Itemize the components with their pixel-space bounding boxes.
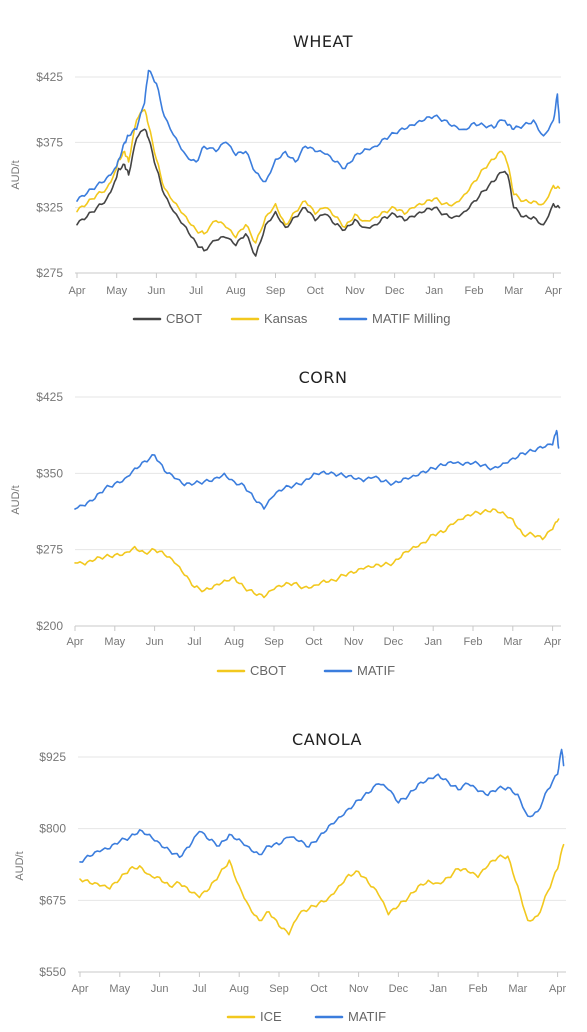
corn-x-tick-label: Jun [146, 636, 164, 648]
wheat-x-tick-label: Sep [266, 285, 286, 297]
canola-title: CANOLA [292, 730, 362, 749]
wheat-series-kansas [76, 108, 561, 244]
canola-x-tick-label: Jun [151, 983, 169, 995]
legend-label-ice: ICE [260, 1009, 282, 1024]
canola-legend: ICE MATIF [226, 1009, 386, 1024]
canola-chart: CANOLA $550 $675 $800 $925 AUD/t Apr May Jun Jul A… [14, 730, 566, 1024]
wheat-x-tick-label: Mar [504, 285, 523, 297]
canola-y-tick-label: $675 [39, 893, 66, 907]
canola-x-tick-label: Mar [508, 983, 527, 995]
corn-y-tick-label: $350 [36, 466, 63, 480]
corn-x-tick-label: Jan [424, 636, 442, 648]
corn-y-tick-label: $425 [36, 390, 63, 404]
corn-y-tick-label: $200 [36, 619, 63, 633]
canola-x-tick-label: Nov [349, 983, 369, 995]
legend-label-matif: MATIF [348, 1009, 386, 1024]
corn-y-axis-label: AUD/t [10, 485, 22, 514]
corn-x-tick-label: May [104, 636, 125, 648]
corn-series-matif [74, 429, 560, 510]
wheat-title: WHEAT [293, 32, 353, 51]
wheat-x-tick-label: May [106, 285, 127, 297]
canola-series-matif [79, 748, 565, 863]
wheat-x-tick-label: Oct [307, 285, 324, 297]
corn-x-tick-label: Apr [66, 636, 83, 648]
wheat-chart: WHEAT $275 $325 $375 $425 AUD/t Apr May Jun Jul Au… [10, 32, 562, 326]
wheat-series-cbot [76, 128, 561, 257]
canola-x-tick-label: Jul [192, 983, 206, 995]
wheat-x-tick-label: Apr [68, 285, 85, 297]
wheat-y-tick-label: $275 [36, 266, 63, 280]
corn-x-tick-label: Jul [187, 636, 201, 648]
canola-y-tick-label: $800 [39, 822, 66, 836]
wheat-x-tick-label: Jun [148, 285, 166, 297]
wheat-x-tick-label: Apr [545, 285, 562, 297]
legend-label-cbot: CBOT [250, 663, 286, 678]
corn-x-tick-label: Nov [344, 636, 364, 648]
wheat-x-tick-label: Aug [226, 285, 246, 297]
canola-x-tick-label: May [109, 983, 130, 995]
corn-y-tick-label: $275 [36, 543, 63, 557]
corn-x-tick-label: Apr [544, 636, 561, 648]
wheat-y-tick-label: $375 [36, 135, 63, 149]
wheat-y-tick-label: $325 [36, 201, 63, 215]
wheat-legend: CBOT Kansas MATIF Milling [132, 311, 450, 326]
legend-label-matif: MATIF [357, 663, 395, 678]
canola-x-tick-label: Sep [269, 983, 289, 995]
wheat-series-matif-milling [76, 69, 561, 202]
corn-x-tick-label: Oct [305, 636, 322, 648]
wheat-y-tick-label: $425 [36, 70, 63, 84]
wheat-x-tick-label: Dec [385, 285, 405, 297]
corn-x-tick-label: Dec [384, 636, 404, 648]
canola-y-axis-label: AUD/t [14, 851, 26, 880]
corn-x-tick-label: Aug [224, 636, 244, 648]
wheat-x-tick-label: Jan [425, 285, 443, 297]
canola-series-ice [79, 843, 565, 936]
corn-title: CORN [299, 368, 348, 387]
canola-x-tick-label: Apr [71, 983, 88, 995]
canola-y-tick-label: $550 [39, 965, 66, 979]
legend-label-cbot: CBOT [166, 311, 202, 326]
legend-label-kansas: Kansas [264, 311, 308, 326]
canola-x-tick-label: Jan [429, 983, 447, 995]
corn-legend: CBOT MATIF [216, 663, 395, 678]
corn-x-tick-label: Feb [464, 636, 483, 648]
canola-x-tick-label: Apr [549, 983, 566, 995]
wheat-y-axis-label: AUD/t [10, 160, 22, 189]
canola-x-tick-label: Aug [229, 983, 249, 995]
wheat-x-tick-label: Jul [189, 285, 203, 297]
canola-x-tick-label: Dec [389, 983, 409, 995]
corn-x-tick-label: Sep [264, 636, 284, 648]
legend-label-matif-milling: MATIF Milling [372, 311, 450, 326]
wheat-x-tick-label: Nov [345, 285, 365, 297]
canola-x-tick-label: Feb [469, 983, 488, 995]
canola-y-tick-label: $925 [39, 750, 66, 764]
corn-x-tick-label: Mar [503, 636, 522, 648]
wheat-x-tick-label: Feb [465, 285, 484, 297]
corn-series-cbot [74, 508, 560, 599]
corn-chart: CORN $200 $275 $350 $425 AUD/t Apr May Jun Jul Aug… [10, 368, 561, 678]
canola-x-tick-label: Oct [310, 983, 327, 995]
